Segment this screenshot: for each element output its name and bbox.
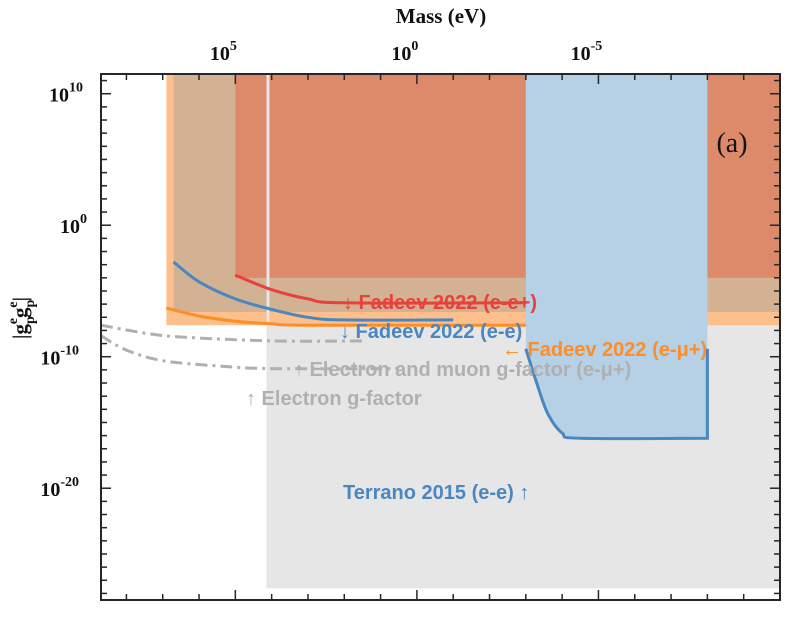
y-tick-label: 1010 <box>49 81 83 107</box>
series-line-4 <box>172 260 454 322</box>
series-label-1: ↓ Fadeev 2022 (e-e) <box>340 321 522 343</box>
y-tick-label: 10-10 <box>40 344 79 370</box>
x-tick-label: 105 <box>210 39 237 65</box>
series-label-5: Terrano 2015 (e-e) ↑ <box>343 482 529 504</box>
series-label-2: ← Fadeev 2022 (e-μ+) <box>502 339 707 361</box>
x-tick-label: 10-5 <box>571 39 603 65</box>
series-line-astrophysics <box>266 74 780 589</box>
x-tick-label: 100 <box>391 39 418 65</box>
y-axis-title: |gpegpe| <box>6 297 38 339</box>
y-tick-label: 100 <box>60 212 87 238</box>
series-line-9 <box>524 348 709 441</box>
tick-layer <box>101 74 780 600</box>
series-label-3: ↑ Electron and muon g-factor (e-μ+) <box>294 359 631 381</box>
series-line-7 <box>101 323 363 343</box>
panel-label: (a) <box>716 128 747 159</box>
series-line-5 <box>234 273 526 305</box>
region-layer <box>166 74 780 587</box>
series-label-6: ↓ Astrophysics limits (e-e) <box>328 566 575 588</box>
series-line-8 <box>101 334 399 371</box>
series-line-6 <box>166 306 526 327</box>
label-layer: 105 100 10-5 1010 100 10-10 10-20 ↓ Fadeev 2022… <box>40 39 707 588</box>
svg-text:|gpegpe|: |gpegpe| <box>6 297 38 339</box>
x-axis-title: Mass (eV) <box>396 4 486 28</box>
plot-frame <box>100 73 781 601</box>
series-label-0: ↓ Fadeev 2022 (e-e+) <box>343 292 537 314</box>
y-tick-label: 10-20 <box>40 475 79 501</box>
region-9 <box>525 74 708 439</box>
line-layer <box>101 74 780 589</box>
series-label-4: ↑ Electron g-factor <box>246 388 422 410</box>
